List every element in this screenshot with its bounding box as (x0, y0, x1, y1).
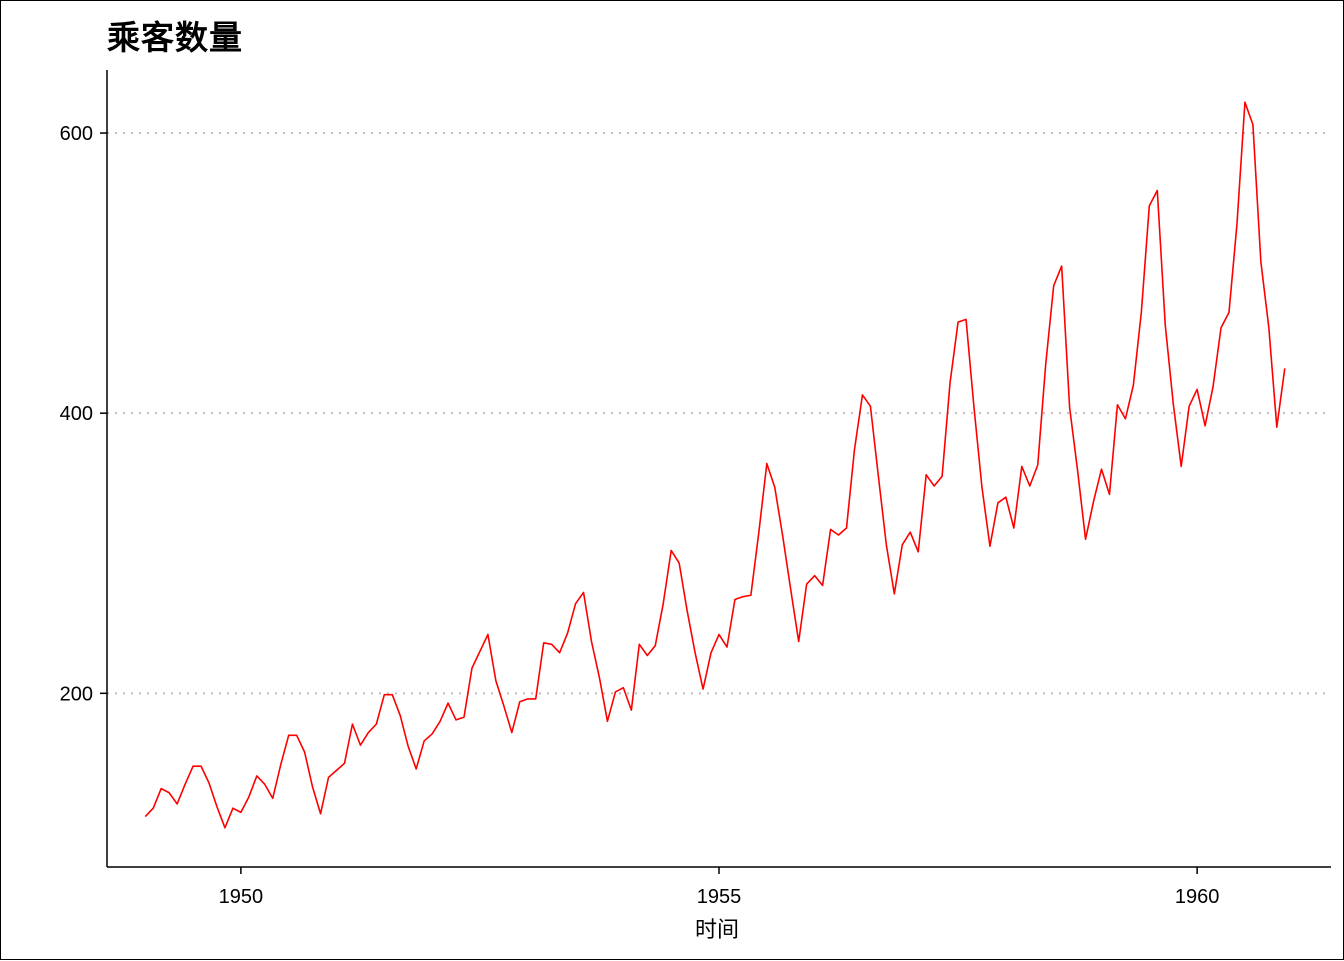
grid-lines (107, 132, 1331, 695)
y-ticks: 200 400 600 (60, 123, 107, 705)
x-ticks: 1950 1955 1960 (219, 867, 1220, 908)
x-axis-title: 时间 (695, 918, 739, 943)
y-tick-label: 400 (60, 403, 93, 425)
series-line (144, 101, 1286, 829)
x-tick-label: 1950 (219, 886, 264, 908)
x-tick-label: 1955 (697, 886, 742, 908)
chart-title: 乘客数量 (107, 18, 243, 57)
y-tick-label: 600 (60, 123, 93, 145)
y-tick-label: 200 (60, 683, 93, 705)
x-tick-label: 1960 (1175, 886, 1220, 908)
